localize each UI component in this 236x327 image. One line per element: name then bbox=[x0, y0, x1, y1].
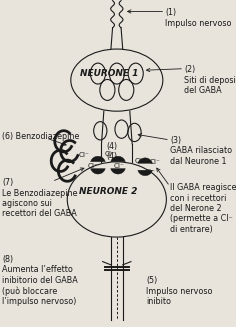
Polygon shape bbox=[111, 156, 125, 162]
Text: NEURONE 2: NEURONE 2 bbox=[79, 187, 137, 196]
Text: Cl⁻: Cl⁻ bbox=[149, 159, 160, 165]
Text: Il GABA reagisce
con i recettori
del Nerone 2
(permette a Cl⁻
di entrare): Il GABA reagisce con i recettori del Ner… bbox=[170, 183, 236, 234]
Text: Cl⁻: Cl⁻ bbox=[104, 151, 115, 157]
Text: (4): (4) bbox=[106, 142, 118, 151]
Polygon shape bbox=[91, 156, 105, 162]
Text: Cl⁻: Cl⁻ bbox=[114, 163, 125, 169]
Text: Cl⁻: Cl⁻ bbox=[144, 169, 155, 175]
Text: (6) Benzodiazepine: (6) Benzodiazepine bbox=[2, 132, 80, 142]
Text: Cl⁻: Cl⁻ bbox=[88, 163, 99, 169]
Polygon shape bbox=[111, 169, 125, 174]
Polygon shape bbox=[138, 158, 152, 163]
Text: (5)
Impulso nervoso
inibito: (5) Impulso nervoso inibito bbox=[146, 276, 213, 306]
Text: (8)
Aumenta l’effetto
inibitorio del GABA
(può bloccare
l’impulso nervoso): (8) Aumenta l’effetto inibitorio del GAB… bbox=[2, 255, 78, 306]
Text: (4): (4) bbox=[106, 152, 118, 161]
Text: Cl⁻: Cl⁻ bbox=[135, 158, 146, 164]
Text: (3)
GABA rilasciato
dal Neurone 1: (3) GABA rilasciato dal Neurone 1 bbox=[170, 136, 232, 165]
Polygon shape bbox=[91, 169, 105, 174]
Text: Cl⁻: Cl⁻ bbox=[78, 152, 89, 158]
Text: (1)
Impulso nervoso: (1) Impulso nervoso bbox=[165, 8, 232, 27]
Text: NEURONE 1: NEURONE 1 bbox=[80, 69, 139, 78]
Polygon shape bbox=[138, 170, 152, 176]
Text: (7)
Le Benzodiazepine
agiscono sui
recettori del GABA: (7) Le Benzodiazepine agiscono sui recet… bbox=[2, 178, 78, 218]
Text: (2)
Siti di deposito
del GABA: (2) Siti di deposito del GABA bbox=[184, 65, 236, 95]
